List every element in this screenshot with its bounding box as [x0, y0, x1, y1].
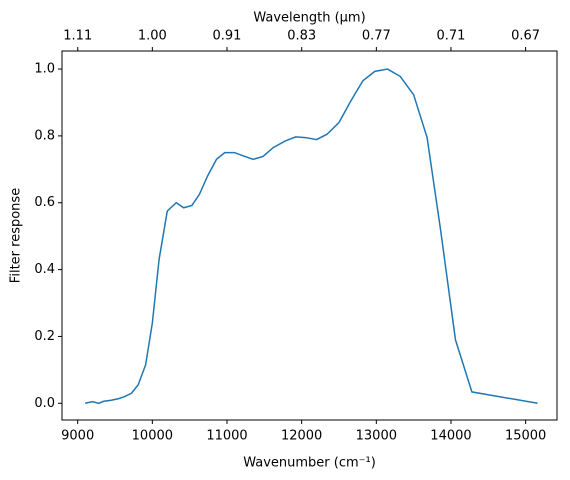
axes-frame — [61, 50, 558, 421]
x2-tick-label: 0.91 — [213, 29, 242, 44]
line — [84, 68, 538, 405]
x2-tick-label: 1.11 — [63, 29, 92, 44]
x2-axis-label: Wavelength (μm) — [253, 11, 365, 26]
x-tick-label: 13000 — [356, 429, 397, 444]
x-axis-label: Wavenumber (cm⁻¹) — [243, 456, 376, 471]
x-tick-label: 11000 — [206, 429, 247, 444]
y-axis-label: Filter response — [9, 188, 24, 283]
x-tick-label: 12000 — [281, 429, 322, 444]
x-tick-label: 14000 — [430, 429, 471, 444]
y-tick-label: 0.2 — [34, 329, 55, 344]
x-tick-label: 10000 — [132, 429, 173, 444]
y-tick-label: 1.0 — [34, 62, 55, 77]
y-tick-label: 0.6 — [34, 195, 55, 210]
y-tick-label: 0.8 — [34, 128, 55, 143]
x2-tick-label: 0.71 — [436, 29, 465, 44]
x2-tick-label: 1.00 — [138, 29, 167, 44]
y-tick-label: 0.4 — [34, 262, 55, 277]
x2-tick-label: 0.83 — [287, 29, 316, 44]
x2-tick-label: 0.67 — [511, 29, 540, 44]
x-tick-label: 9000 — [61, 429, 94, 444]
x-tick-label: 15000 — [505, 429, 546, 444]
x2-tick-label: 0.77 — [362, 29, 391, 44]
y-tick-label: 0.0 — [34, 396, 55, 411]
